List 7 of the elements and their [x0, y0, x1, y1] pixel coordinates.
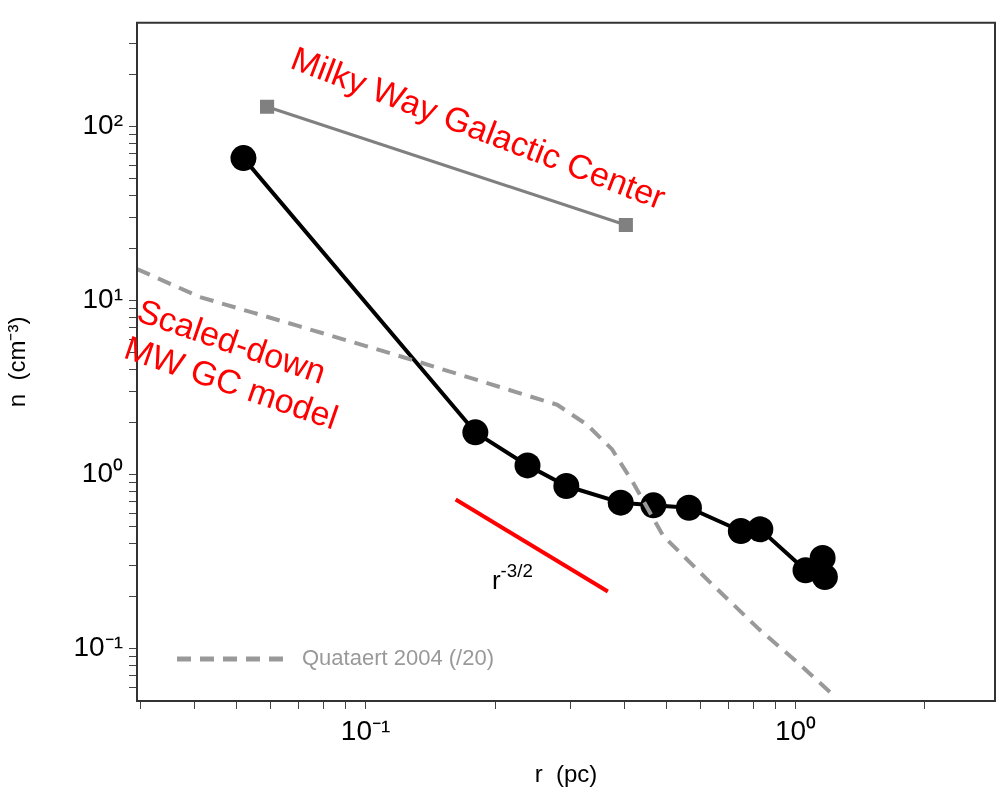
- y-tick-label: 10⁰: [81, 457, 123, 489]
- y-tick-label: 10¹: [82, 283, 123, 315]
- y-tick-label: 10²: [82, 109, 123, 141]
- y-axis-title: n (cm⁻³): [3, 316, 31, 408]
- y-tick-label: 10⁻¹: [73, 631, 123, 663]
- x-axis-title: r (pc): [534, 760, 598, 788]
- legend-label: Quataert 2004 (/20): [302, 645, 495, 671]
